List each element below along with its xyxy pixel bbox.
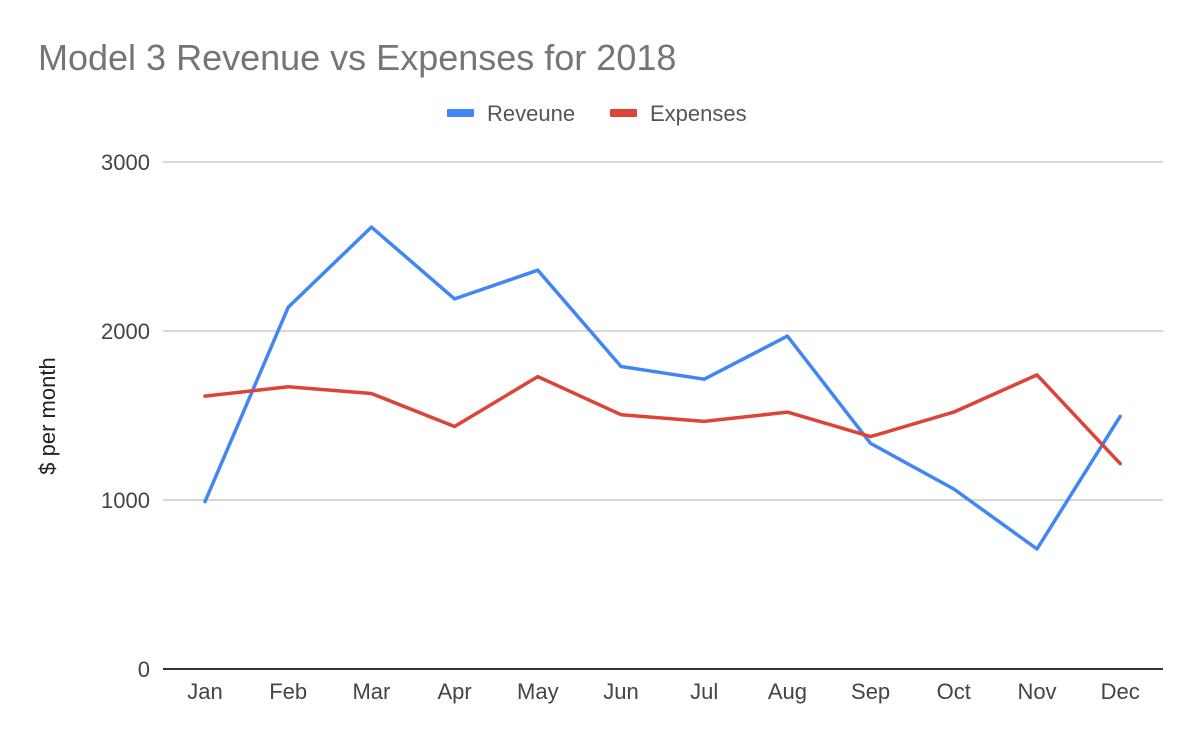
x-tick-label: Jan [187,679,222,704]
x-tick-label: Oct [937,679,971,704]
legend-swatch [447,109,474,117]
x-axis-ticks: Jan Feb Mar Apr May Jun Jul Aug Sep Oct Nov Dec [187,679,1140,704]
legend-label: Expenses [650,101,747,126]
legend: Reveune Expenses [447,101,747,126]
y-axis-ticks: 0 1000 2000 3000 [101,150,150,682]
y-tick-label: 3000 [101,150,150,175]
x-tick-label: Dec [1101,679,1140,704]
y-axis-title: $ per month [35,357,60,474]
x-tick-label: Apr [437,679,471,704]
series-line-expenses [203,373,1122,466]
x-tick-label: Nov [1017,679,1056,704]
y-tick-label: 1000 [101,488,150,513]
series-line-reveune [203,225,1122,551]
x-tick-label: Jul [690,679,718,704]
legend-label: Reveune [487,101,575,126]
x-tick-label: Aug [768,679,807,704]
y-tick-label: 2000 [101,319,150,344]
x-tick-label: Mar [352,679,390,704]
x-tick-label: Feb [269,679,307,704]
gridlines [163,161,1163,670]
x-tick-label: May [517,679,559,704]
legend-swatch [610,109,637,117]
chart-title: Model 3 Revenue vs Expenses for 2018 [38,37,676,78]
x-tick-label: Jun [603,679,638,704]
x-tick-label: Sep [851,679,890,704]
y-tick-label: 0 [138,657,150,682]
series-lines [203,225,1122,551]
